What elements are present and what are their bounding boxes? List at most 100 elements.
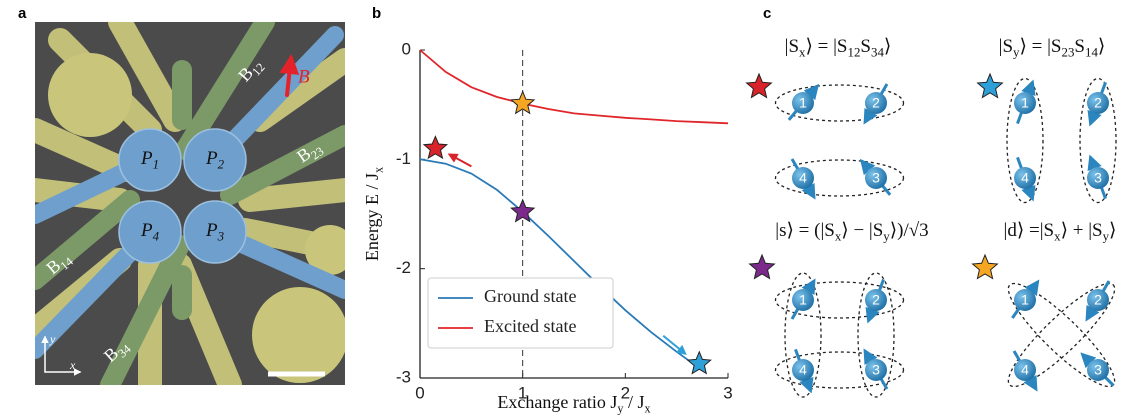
x-tick-label: 3	[723, 383, 732, 402]
text-part: P	[140, 148, 153, 169]
spin-ball	[865, 92, 887, 114]
spin-ball	[1014, 167, 1036, 189]
subscript: y	[1103, 229, 1110, 244]
star-marker	[422, 135, 449, 160]
spin-label: 3	[872, 170, 880, 186]
device-image	[35, 22, 345, 385]
y-tick-label: -2	[396, 258, 411, 277]
spin-ball	[792, 359, 814, 381]
state-formula: |Sx⟩ = |S12S34⟩	[785, 36, 892, 59]
arrow	[447, 153, 472, 168]
pair-ellipse	[1007, 282, 1116, 388]
spin-ball	[1087, 167, 1109, 189]
x-tick-label: 1	[518, 383, 527, 402]
spin-ball	[865, 289, 887, 311]
subscript: y	[617, 401, 624, 415]
pair-ellipse	[784, 272, 822, 398]
panel-label: c	[763, 5, 771, 22]
spin-ball	[1087, 289, 1109, 311]
subscript: x	[835, 229, 842, 244]
text-part: S	[1074, 36, 1085, 57]
state-star	[748, 253, 776, 280]
state-star	[745, 72, 773, 99]
subscript: y	[883, 229, 890, 244]
pair-ellipse	[1006, 77, 1044, 204]
text-part: Exchange ratio J	[497, 392, 617, 412]
legend-label: Ground state	[484, 286, 576, 306]
spin-ball	[1014, 359, 1036, 381]
text-part: ⟩)/√3	[890, 220, 929, 241]
state-star	[976, 72, 1004, 99]
axis-label: y	[49, 332, 56, 346]
x-tick-label: 2	[621, 383, 630, 402]
pair-ellipse	[1079, 77, 1117, 204]
spin-label: 2	[872, 95, 880, 111]
text-part: ⟩ = |S	[806, 36, 848, 57]
spin-label: 4	[1021, 170, 1029, 186]
legend-box	[427, 277, 614, 349]
star-marker	[510, 198, 536, 223]
spin-label: 1	[799, 95, 807, 111]
subscript: x	[1054, 229, 1061, 244]
spin-label: 3	[1094, 362, 1102, 378]
axis-label: x	[69, 358, 76, 372]
series-line	[419, 49, 729, 125]
plunger-label: P4	[140, 220, 160, 243]
panel-label: b	[372, 5, 381, 22]
text-part: P	[140, 220, 153, 241]
text-part: Energy E / J	[362, 173, 382, 261]
subscript: 34	[871, 45, 884, 60]
spin-ball	[1014, 289, 1036, 311]
series-line	[419, 158, 703, 372]
spin-label: 3	[1094, 170, 1102, 186]
spin-label: 2	[1094, 292, 1102, 308]
pair-ellipse	[774, 351, 905, 389]
spin-ball	[792, 92, 814, 114]
spin-ball	[1087, 359, 1109, 381]
subscript: 4	[153, 229, 160, 244]
spin-ball	[865, 167, 887, 189]
spin-ball	[865, 359, 887, 381]
state-formula: |Sy⟩ = |S23S14⟩	[999, 36, 1106, 59]
state-formula: |d⟩ =|Sx⟩ + |Sy⟩	[1004, 220, 1117, 243]
text-part: ⟩	[1098, 36, 1105, 57]
plunger-label: P3	[205, 220, 224, 243]
arrow	[662, 335, 687, 356]
spin-label: 4	[799, 170, 807, 186]
pair-ellipse	[774, 159, 905, 197]
x-tick-label: 0	[415, 383, 424, 402]
text-part: / J	[623, 392, 644, 412]
text-part: ⟩ − |S	[841, 220, 883, 241]
spin-ball	[792, 289, 814, 311]
spin-ball	[792, 167, 814, 189]
spin-label: 1	[1021, 95, 1029, 111]
text-part: P	[205, 220, 218, 241]
subscript: 14	[1085, 45, 1098, 60]
spin-label: 4	[1021, 362, 1029, 378]
y-tick-label: -3	[396, 367, 411, 386]
text-part: S	[860, 36, 871, 57]
legend-label: Excited state	[484, 316, 576, 336]
spin-ball	[1087, 92, 1109, 114]
subscript: 2	[218, 157, 225, 172]
subscript: 12	[848, 45, 861, 60]
text-part: ⟩ = |S	[1020, 36, 1062, 57]
star-marker	[686, 350, 712, 375]
y-tick-label: -1	[396, 149, 411, 168]
spin-label: 1	[1021, 292, 1029, 308]
spin-label: 1	[799, 292, 807, 308]
spin-label: 2	[872, 292, 880, 308]
text-part: ⟩	[1109, 220, 1116, 241]
state-star	[971, 253, 999, 280]
plunger-label: P1	[140, 148, 159, 171]
x-axis-label: Exchange ratio Jy / Jx	[497, 392, 650, 415]
text-part: P	[205, 148, 218, 169]
pair-ellipse	[857, 272, 895, 398]
panel-label: a	[18, 5, 27, 22]
pair-ellipse	[774, 84, 905, 122]
subscript: y	[1013, 45, 1020, 60]
subscript: x	[799, 45, 806, 60]
text-part: ⟩ + |S	[1061, 220, 1103, 241]
spin-label: 3	[872, 362, 880, 378]
